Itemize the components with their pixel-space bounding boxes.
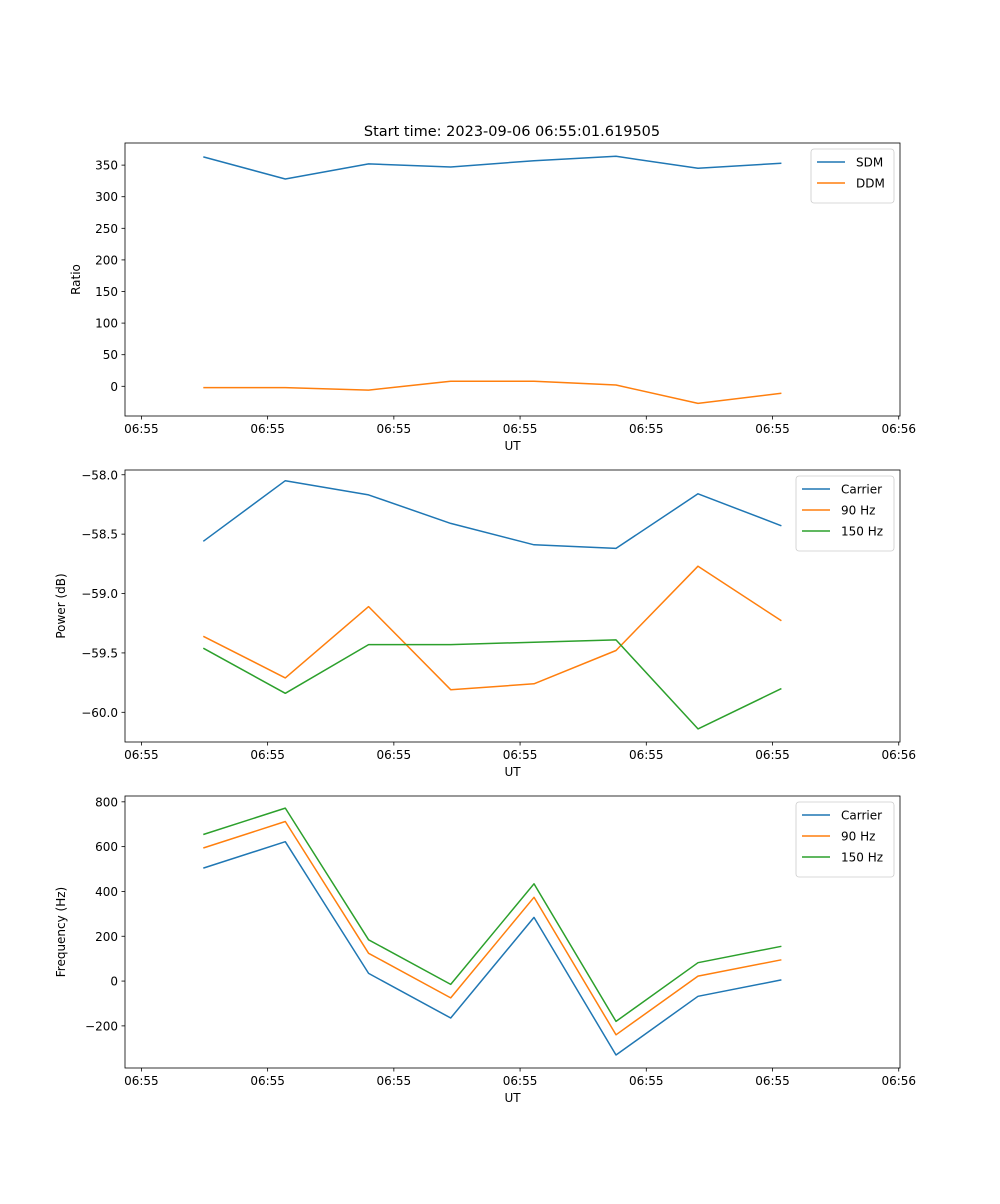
- x-tick-label: 06:55: [377, 1074, 412, 1088]
- y-tick-label: 50: [103, 348, 118, 362]
- series-line-ddm: [203, 380, 782, 405]
- series-line-150-hz: [202, 639, 782, 730]
- axes-frame: [124, 142, 901, 417]
- x-tick-label: 06:55: [755, 422, 790, 436]
- legend-label: Carrier: [841, 483, 882, 497]
- y-tick-label: −59.0: [81, 587, 118, 601]
- y-tick-label: 400: [95, 885, 118, 899]
- legend-label: SDM: [856, 156, 883, 170]
- x-axis-label: UT: [504, 1091, 521, 1105]
- legend: Carrier 90 Hz 150 Hz: [795, 801, 895, 878]
- x-tick-label: 06:55: [629, 422, 664, 436]
- y-tick-label: −60.0: [81, 706, 118, 720]
- series-line-carrier: [203, 840, 782, 1056]
- legend: Carrier 90 Hz 150 Hz: [795, 475, 895, 552]
- y-axis-label: Frequency (Hz): [54, 887, 68, 978]
- x-tick-label: 06:55: [755, 1074, 790, 1088]
- legend-label: 150 Hz: [841, 525, 883, 539]
- y-tick-label: 250: [95, 222, 118, 236]
- y-tick-label: 350: [95, 159, 118, 173]
- x-tick-label: 06:56: [881, 422, 916, 436]
- legend-frame: [795, 475, 895, 552]
- series-line-90-hz: [203, 820, 782, 1036]
- legend-label: 150 Hz: [841, 851, 883, 865]
- y-tick-label: 200: [95, 930, 118, 944]
- y-tick-label: 100: [95, 317, 118, 331]
- y-tick-label: 0: [110, 975, 118, 989]
- legend-label: 90 Hz: [841, 504, 875, 518]
- x-tick-label: 06:55: [503, 422, 538, 436]
- x-axis-label: UT: [504, 439, 521, 453]
- axes-frame: [124, 469, 901, 743]
- legend-frame: [795, 801, 895, 878]
- series-line-sdm: [203, 155, 782, 180]
- y-tick-label: 600: [95, 840, 118, 854]
- x-tick-label: 06:55: [124, 422, 159, 436]
- x-tick-label: 06:55: [629, 1074, 664, 1088]
- x-tick-label: 06:55: [503, 1074, 538, 1088]
- x-tick-label: 06:55: [250, 748, 285, 762]
- legend: SDM DDM: [810, 148, 895, 204]
- y-axis-label: Ratio: [69, 264, 83, 295]
- x-axis-label: UT: [504, 765, 521, 779]
- y-tick-label: −58.0: [81, 468, 118, 482]
- y-tick-label: −59.5: [81, 646, 118, 660]
- legend-label: Carrier: [841, 809, 882, 823]
- x-tick-label: 06:55: [250, 422, 285, 436]
- x-tick-label: 06:55: [503, 748, 538, 762]
- y-axis-label: Power (dB): [54, 573, 68, 638]
- y-tick-label: −200: [85, 1019, 118, 1033]
- axes-frame: [124, 795, 901, 1069]
- x-tick-label: 06:55: [755, 748, 790, 762]
- subplot-2: 06:55 06:55 06:55 06:55 06:55 06:55 06:56 −60.0…: [54, 468, 916, 779]
- x-tick-label: 06:55: [250, 1074, 285, 1088]
- figure-title: Start time: 2023-09-06 06:55:01.619505: [364, 124, 660, 140]
- series-line-150-hz: [203, 807, 782, 1023]
- series-line-carrier: [202, 479, 782, 550]
- y-tick-label: 0: [110, 380, 118, 394]
- y-tick-label: 300: [95, 190, 118, 204]
- x-tick-label: 06:55: [124, 748, 159, 762]
- legend-label: 90 Hz: [841, 830, 875, 844]
- x-tick-label: 06:56: [881, 1074, 916, 1088]
- x-tick-label: 06:55: [377, 422, 412, 436]
- y-tick-label: 150: [95, 285, 118, 299]
- legend-label: DDM: [856, 177, 885, 191]
- x-tick-label: 06:55: [124, 1074, 159, 1088]
- x-tick-label: 06:56: [881, 748, 916, 762]
- y-tick-label: 200: [95, 253, 118, 267]
- x-tick-label: 06:55: [377, 748, 412, 762]
- series-line-90-hz: [202, 565, 782, 691]
- x-tick-label: 06:55: [629, 748, 664, 762]
- subplot-1: 06:55 06:55 06:55 06:55 06:55 06:55 06:56 0 50 10…: [69, 142, 916, 453]
- y-tick-label: −58.5: [81, 528, 118, 542]
- subplot-3: 06:55 06:55 06:55 06:55 06:55 06:55 06:56 −200 0…: [54, 795, 916, 1105]
- y-tick-label: 800: [95, 795, 118, 809]
